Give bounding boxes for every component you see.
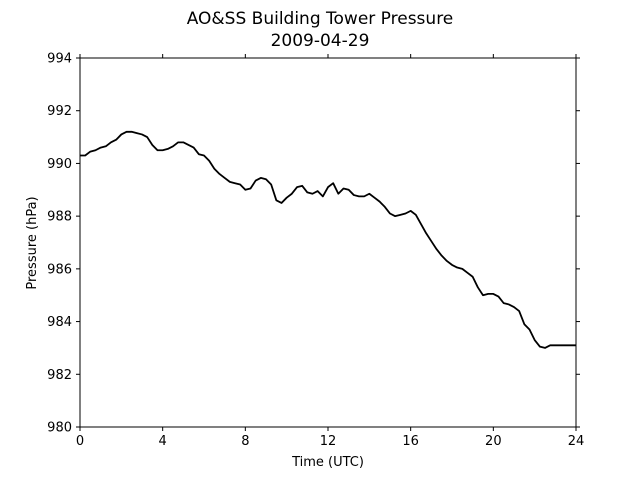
x-axis-label: Time (UTC) xyxy=(291,455,364,470)
y-tick-label: 986 xyxy=(47,262,72,277)
x-tick-label: 12 xyxy=(320,434,337,449)
x-tick-label: 8 xyxy=(241,434,249,449)
y-tick-label: 982 xyxy=(47,368,72,383)
chart-subtitle: 2009-04-29 xyxy=(271,31,370,51)
y-tick-label: 984 xyxy=(47,315,72,330)
y-axis-label: Pressure (hPa) xyxy=(25,196,40,289)
x-tick-label: 20 xyxy=(485,434,502,449)
series-line xyxy=(80,130,576,349)
chart-title: AO&SS Building Tower Pressure xyxy=(187,9,454,29)
x-tick-label: 0 xyxy=(76,434,84,449)
y-tick-label: 980 xyxy=(47,421,72,436)
y-tick-label: 994 xyxy=(47,52,72,67)
x-tick-label: 4 xyxy=(159,434,167,449)
y-tick-label: 992 xyxy=(47,104,72,119)
y-tick-label: 990 xyxy=(47,157,72,172)
x-tick-label: 24 xyxy=(568,434,585,449)
plot-frame xyxy=(79,57,577,428)
x-tick-label: 16 xyxy=(402,434,419,449)
axis-ticks: 0 4 8 12 16 20 24 980 982 984 986 988 990 992 994 xyxy=(47,52,584,450)
y-tick-label: 988 xyxy=(47,210,72,225)
